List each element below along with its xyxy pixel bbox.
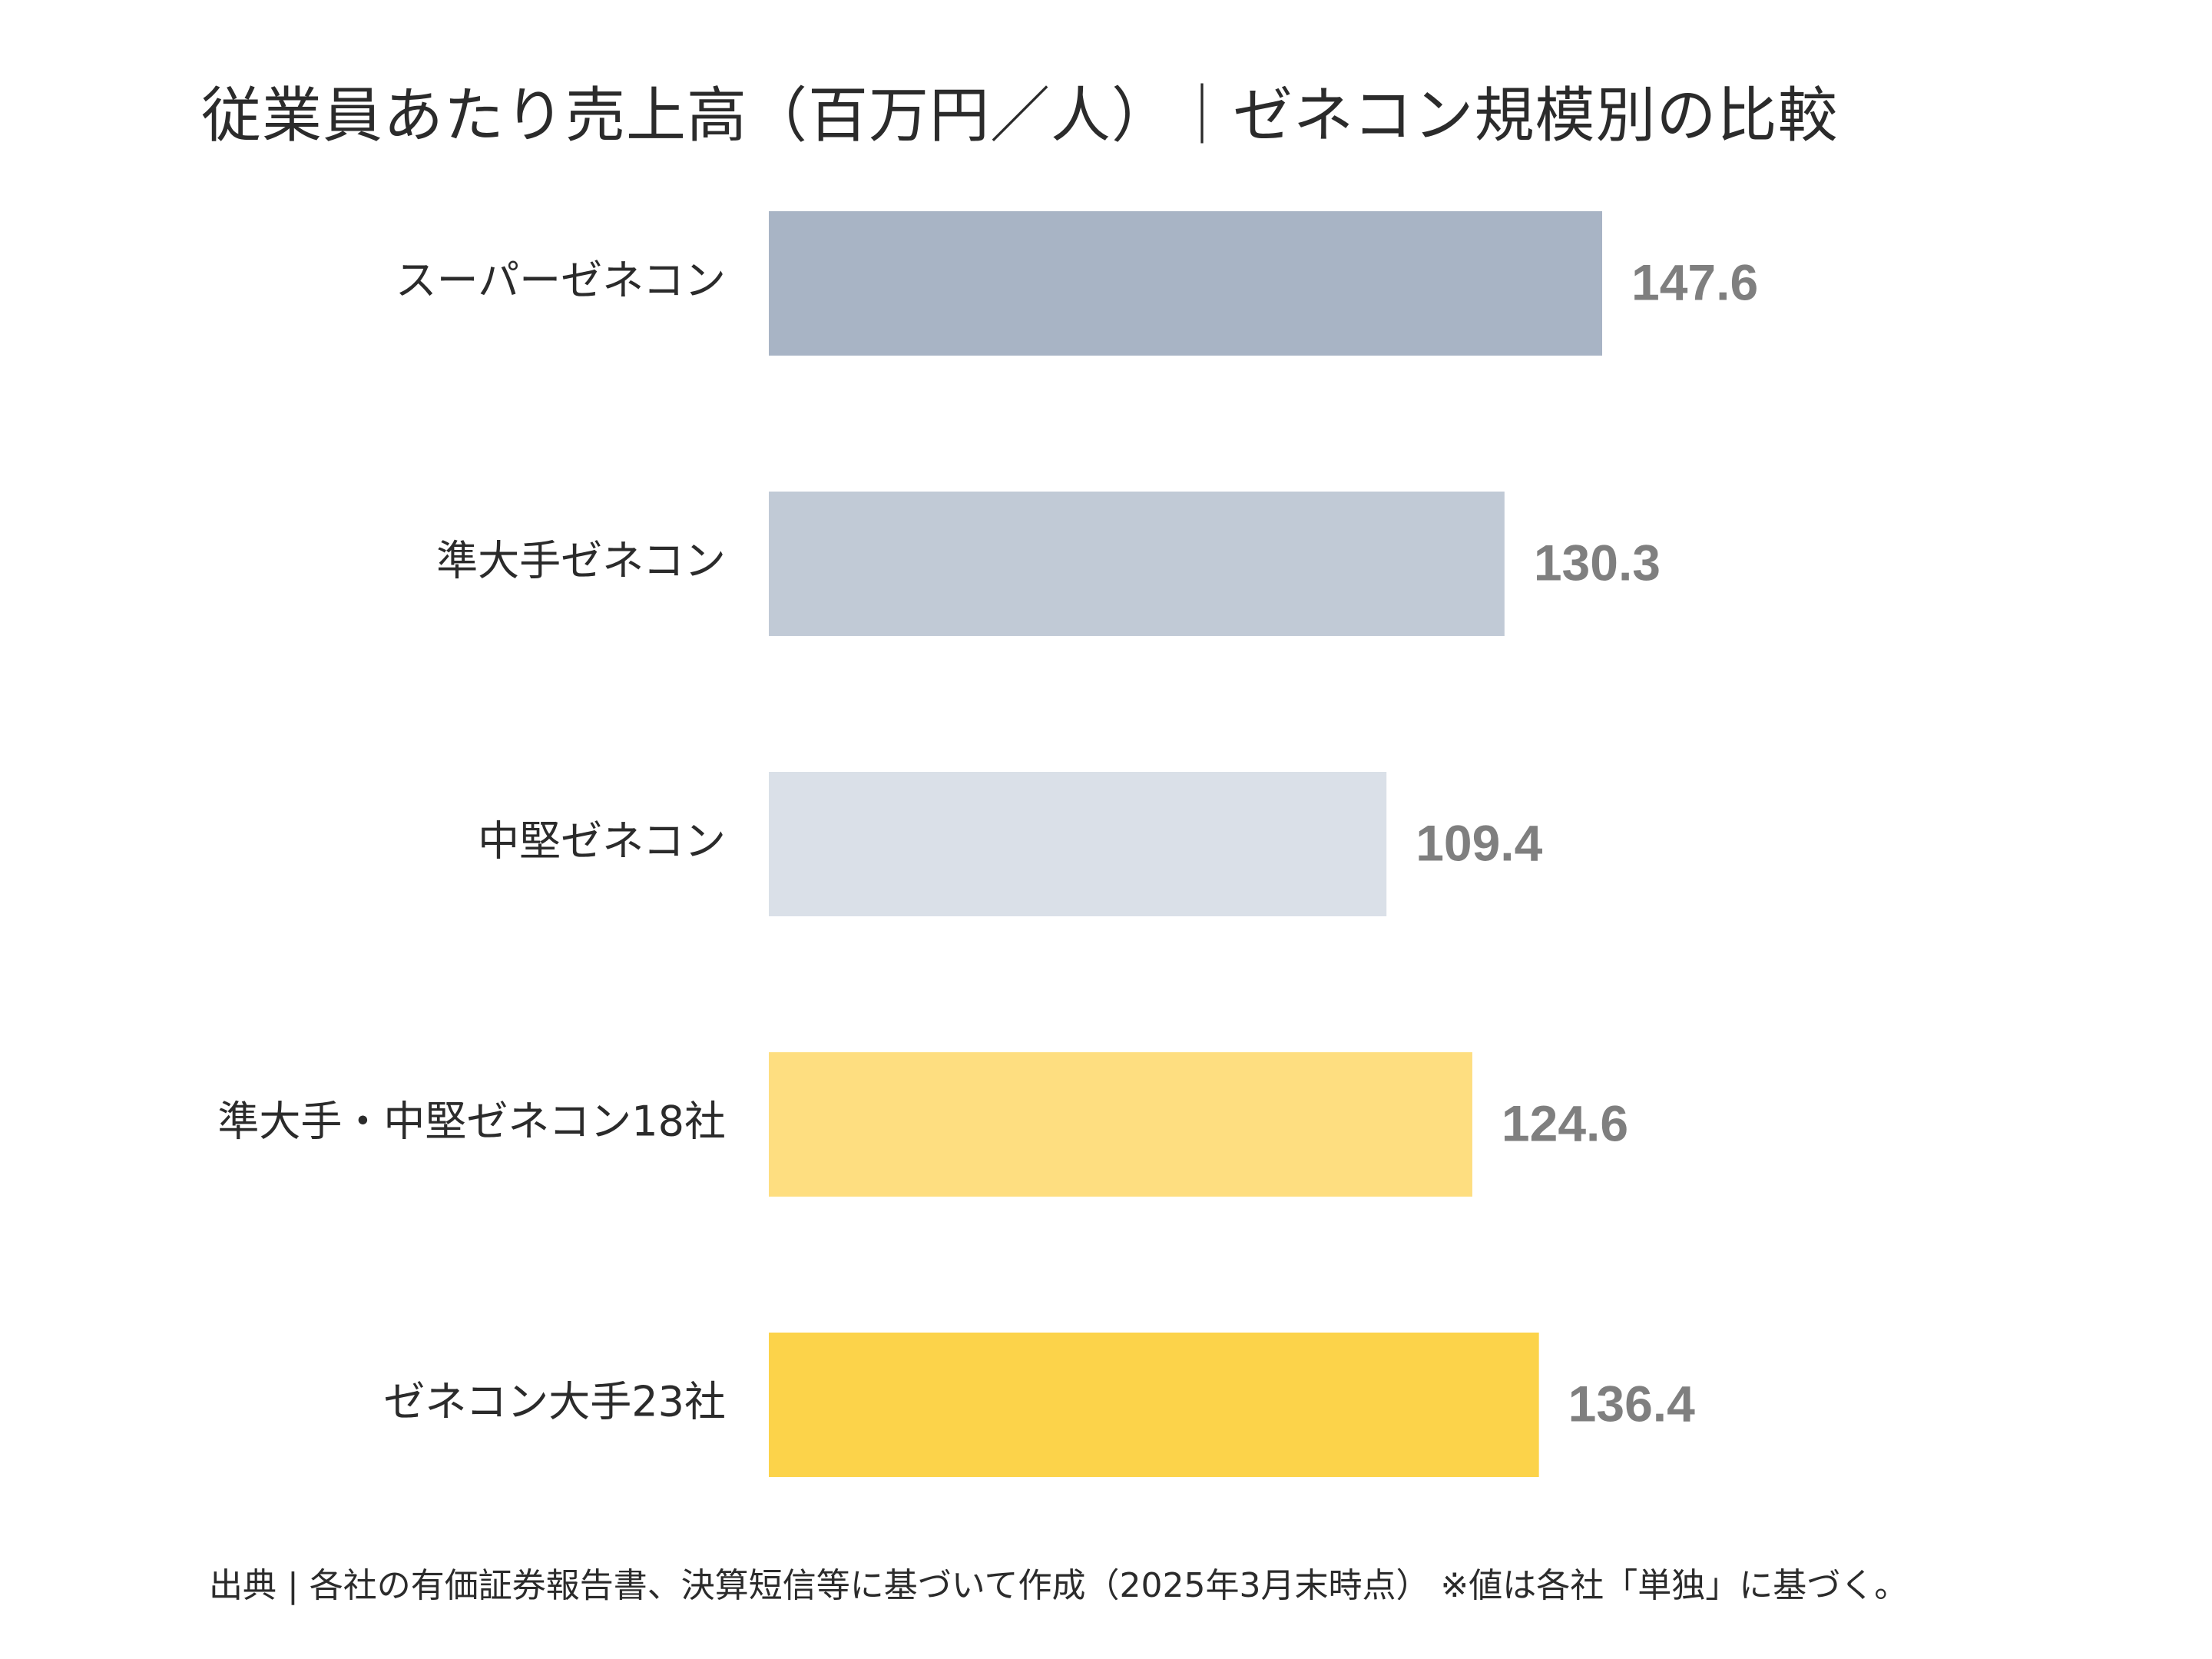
chart-title: 従業員あたり売上高（百万円／人）｜ゼネコン規模別の比較 xyxy=(201,81,1839,151)
category-label-4: ゼネコン大手23社 xyxy=(383,1378,726,1426)
bar-2 xyxy=(769,772,1387,916)
value-label-3: 124.6 xyxy=(1502,1094,1628,1151)
bar-0 xyxy=(769,211,1602,356)
source-note: 出典 | 各社の有価証券報告書、決算短信等に基づいて作成（2025年3月末時点）… xyxy=(209,1566,1909,1605)
category-label-1: 準大手ゼネコン xyxy=(436,537,726,585)
bar-4 xyxy=(769,1333,1539,1477)
value-label-0: 147.6 xyxy=(1631,253,1758,310)
category-label-3: 準大手・中堅ゼネコン18社 xyxy=(217,1098,726,1146)
category-label-2: 中堅ゼネコン xyxy=(478,817,726,866)
value-label-1: 130.3 xyxy=(1534,534,1661,591)
bar-1 xyxy=(769,492,1505,636)
bar-3 xyxy=(769,1052,1472,1197)
value-label-2: 109.4 xyxy=(1416,814,1542,871)
value-label-4: 136.4 xyxy=(1568,1375,1695,1432)
category-label-0: スーパーゼネコン xyxy=(396,257,726,305)
